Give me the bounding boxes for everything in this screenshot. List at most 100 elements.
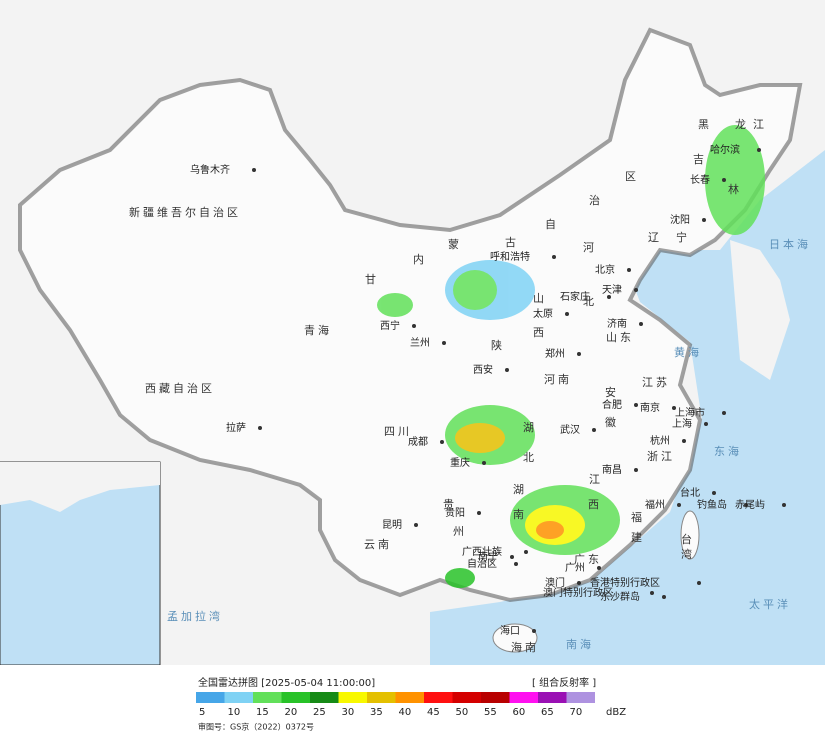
city-marker — [505, 368, 509, 372]
province-label: 江苏 — [642, 376, 670, 389]
sea-label: 孟加拉湾 — [167, 609, 223, 623]
province-label: 区 — [625, 170, 639, 183]
province-label: 河南 — [544, 373, 572, 386]
city-label: 长春 — [690, 174, 710, 186]
province-label: 湖 — [513, 483, 527, 496]
province-label: 建 — [631, 530, 645, 544]
city-label: 钓鱼岛 — [697, 498, 727, 511]
city-marker — [704, 422, 708, 426]
province-label: 西藏自治区 — [145, 381, 215, 395]
echo — [377, 293, 413, 317]
city-marker — [440, 440, 444, 444]
legend-swatch — [196, 692, 225, 703]
korea-japan — [730, 240, 790, 380]
sea-label: 太平洋 — [749, 597, 791, 611]
legend-swatch — [424, 692, 453, 703]
legend-tick-label: 65 — [541, 707, 554, 718]
city-marker — [510, 555, 514, 559]
city-marker — [662, 595, 666, 599]
city-label: 台北 — [680, 486, 700, 499]
city-marker — [627, 268, 631, 272]
city-marker — [412, 324, 416, 328]
city-label: 广西壮族 — [462, 545, 502, 558]
city-marker — [782, 503, 786, 507]
city-label: 郑州 — [545, 347, 565, 360]
city-label: 成都 — [408, 436, 428, 448]
province-label: 古 — [505, 236, 519, 249]
echo — [453, 270, 497, 310]
city-label: 自治区 — [467, 557, 497, 570]
city-label: 合肥 — [602, 398, 622, 411]
city-label: 南京 — [640, 401, 660, 414]
sea-label: 黄海 — [674, 345, 702, 359]
inset-land — [0, 462, 160, 512]
legend-title: 全国雷达拼图 [2025-05-04 11:00:00] — [198, 676, 375, 689]
province-label: 西 — [588, 498, 602, 511]
city-label: 太原 — [533, 307, 553, 320]
city-label: 赤尾屿 — [735, 499, 765, 511]
province-label: 广东 — [574, 553, 602, 566]
province-label: 州 — [453, 525, 467, 538]
province-label: 蒙 — [448, 238, 462, 251]
province-label: 北 — [583, 295, 597, 308]
legend-tick-label: 25 — [313, 707, 326, 718]
sea-label: 日本海 — [769, 237, 811, 251]
province-label: 海南 — [511, 640, 539, 654]
sea-label: 东海 — [714, 444, 742, 458]
radar-echoes — [377, 125, 765, 588]
echo — [445, 568, 475, 588]
china-outline — [18, 27, 803, 603]
legend-swatch — [509, 692, 538, 703]
city-marker — [722, 411, 726, 415]
city-label: 昆明 — [382, 519, 402, 531]
city-label: 拉萨 — [226, 421, 246, 434]
province-label: 辽 — [648, 231, 662, 244]
province-label: 北 — [523, 451, 537, 464]
legend-tick-label: 5 — [199, 707, 205, 718]
city-marker — [442, 341, 446, 345]
province-label: 浙江 — [647, 450, 675, 463]
city-marker — [532, 629, 536, 633]
city-marker — [577, 581, 581, 585]
province-label: 云南 — [364, 538, 392, 551]
province-label: 福 — [631, 510, 645, 524]
city-label: 东沙群岛 — [600, 590, 640, 603]
city-label: 海口 — [500, 624, 520, 637]
province-label: 台 — [681, 532, 695, 546]
city-label: 武汉 — [560, 423, 580, 436]
city-marker — [607, 295, 611, 299]
city-marker — [650, 591, 654, 595]
province-label: 湖 — [523, 421, 537, 434]
city-label: 北京 — [595, 263, 615, 276]
city-label: 贵阳 — [445, 506, 465, 519]
city-label: 呼和浩特 — [490, 251, 530, 263]
city-label: 南宁 — [478, 550, 498, 563]
city-marker — [524, 550, 528, 554]
city-marker — [677, 503, 681, 507]
city-marker — [744, 503, 748, 507]
legend-swatch — [281, 692, 310, 703]
legend-swatch — [481, 692, 510, 703]
city-marker — [258, 426, 262, 430]
province-label: 自 — [545, 218, 559, 231]
province-label: 治 — [589, 193, 603, 207]
city-marker — [552, 255, 556, 259]
city-marker — [514, 562, 518, 566]
legend-tick-label: 55 — [484, 707, 497, 718]
city-label: 杭州 — [650, 434, 670, 447]
province-label: 宁 — [676, 230, 690, 244]
city-label: 澳门 — [545, 576, 565, 589]
legend-tick-label: 70 — [570, 707, 583, 718]
legend-swatch — [310, 692, 339, 703]
city-marker — [634, 288, 638, 292]
city-marker — [697, 581, 701, 585]
sea — [430, 150, 825, 665]
legend-tick-label: 60 — [513, 707, 526, 718]
city-label: 济南 — [607, 317, 627, 330]
province-label: 江 — [589, 473, 603, 486]
echo — [536, 521, 564, 539]
province-label: 甘 — [365, 273, 379, 286]
city-label: 天津 — [602, 284, 622, 296]
